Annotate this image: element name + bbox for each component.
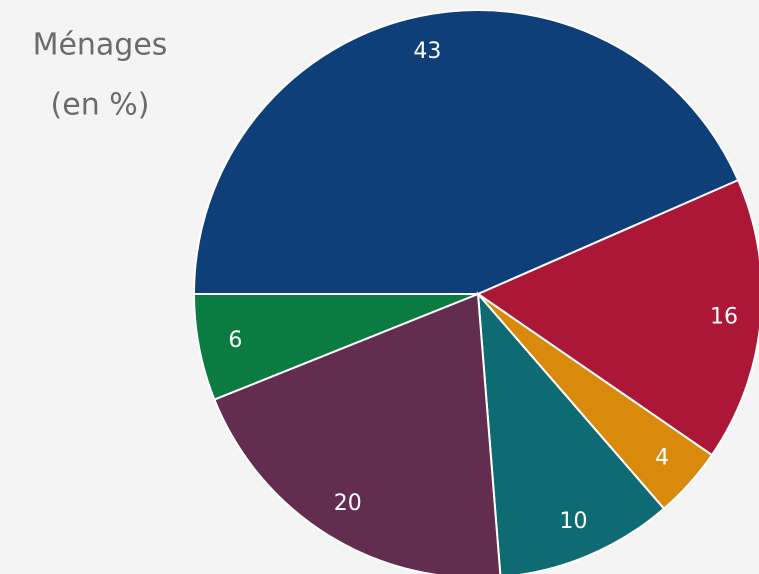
pie-slice — [192, 293, 479, 401]
chart-title: (en %) — [51, 88, 150, 123]
data-label: 4 — [655, 446, 669, 471]
data-label: 43 — [413, 39, 441, 64]
data-label: 10 — [559, 509, 587, 534]
data-label: 20 — [334, 491, 362, 516]
pie-slice — [192, 9, 740, 295]
pie-slice — [475, 178, 759, 457]
chart-title: Ménages — [33, 28, 168, 63]
pie: 43 16 4 10 20 6 — [192, 9, 759, 574]
pie-slice — [213, 292, 502, 574]
pie-slice — [476, 291, 666, 574]
data-label: 6 — [228, 328, 242, 353]
data-label: 16 — [710, 304, 738, 329]
